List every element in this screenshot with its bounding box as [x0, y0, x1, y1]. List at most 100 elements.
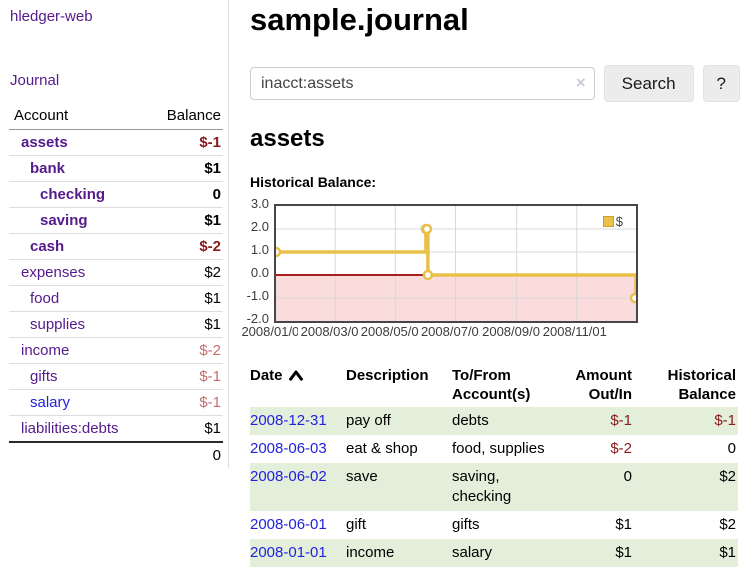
transaction-balance: 0 — [727, 440, 736, 457]
transaction-description: pay off — [346, 412, 391, 429]
transaction-row: 2008-06-03 eat & shop food, supplies $-2 0 — [250, 435, 738, 463]
account-row: salary $-1 — [9, 389, 223, 416]
account-row: food $1 — [9, 285, 223, 312]
x-axis-tick-label: 2008/01/01 — [239, 324, 309, 339]
transaction-accounts: saving, checking — [452, 468, 512, 505]
account-link-bank[interactable]: bank — [30, 160, 66, 177]
transaction-date-link[interactable]: 2008-06-03 — [250, 440, 327, 457]
chart-legend: $ — [602, 214, 623, 229]
register-column-header[interactable]: Description — [346, 367, 429, 384]
transaction-description: save — [346, 468, 378, 485]
account-row: supplies $1 — [9, 311, 223, 338]
x-axis-tick-label: 2008/05/01 — [358, 324, 429, 339]
transaction-balance: $2 — [719, 468, 736, 485]
clear-search-icon[interactable]: × — [575, 73, 586, 92]
y-axis-tick-label: 2.0 — [250, 219, 269, 234]
historical-balance-chart: $ 3.0 2.0 1.0 0.0 -1.0 -2.0 2008/01/01 2008/03… — [239, 197, 740, 343]
account-row: checking 0 — [9, 181, 223, 208]
transaction-date-link[interactable]: 2008-01-01 — [250, 544, 327, 561]
chart-plot-area: $ — [274, 204, 638, 323]
account-link-assets[interactable]: assets — [21, 134, 68, 151]
register-column-header[interactable]: To/From Account(s) — [452, 367, 531, 403]
chart-title: Historical Balance: — [250, 174, 377, 190]
y-axis-tick-label: 0.0 — [250, 265, 269, 280]
accounts-table: Account Balance assets $-1 bank $1 checking 0… — [9, 104, 223, 468]
transaction-row: 2008-01-01 income salary $1 $1 — [250, 539, 738, 567]
transaction-amount: $1 — [615, 544, 632, 561]
transaction-row: 2008-12-31 pay off debts $-1 $-1 — [250, 407, 738, 435]
account-balance: $1 — [146, 311, 223, 338]
x-axis-tick-label: 2008/11/01 — [539, 324, 610, 339]
x-axis-tick-label: 2008/09/01 — [479, 324, 550, 339]
account-balance: $-1 — [199, 134, 221, 151]
transaction-row: 2008-06-01 gift gifts $1 $2 — [250, 511, 738, 539]
transaction-balance: $-1 — [714, 412, 736, 429]
legend-label: $ — [615, 214, 623, 229]
account-link-liabilities-debts[interactable]: liabilities:debts — [21, 420, 119, 437]
accounts-header-account: Account — [9, 104, 147, 130]
account-row: assets $-1 — [9, 130, 223, 156]
search-input[interactable] — [250, 67, 595, 100]
account-balance: $-2 — [146, 233, 223, 260]
sidebar-item-journal[interactable]: Journal — [10, 72, 60, 89]
register-column-header[interactable]: Date — [250, 364, 346, 407]
transaction-amount: $-2 — [610, 440, 632, 457]
x-axis-tick-label: 2008/03/01 — [298, 324, 369, 339]
transaction-accounts: gifts — [452, 516, 480, 533]
app-title-link[interactable]: hledger-web — [10, 8, 93, 25]
search-input-wrapper: × — [250, 67, 595, 100]
register-table: Date Description To/From Account(s) Amount … — [250, 364, 738, 567]
account-row: liabilities:debts $1 — [9, 415, 223, 442]
account-balance: $-1 — [146, 363, 223, 390]
accounts-total-row: 0 — [9, 441, 223, 468]
account-link-cash[interactable]: cash — [30, 238, 65, 255]
account-link-checking[interactable]: checking — [40, 186, 106, 203]
accounts-header-row: Account Balance — [9, 104, 223, 130]
transaction-amount: 0 — [623, 468, 632, 485]
account-link-income[interactable]: income — [21, 342, 70, 359]
account-balance: $2 — [146, 259, 223, 286]
y-axis-tick-label: 3.0 — [250, 196, 269, 211]
search-form: × Search ? — [250, 65, 740, 102]
transaction-description: eat & shop — [346, 440, 418, 457]
page-title: sample.journal — [250, 2, 469, 37]
account-row: bank $1 — [9, 155, 223, 182]
transaction-description: income — [346, 544, 395, 561]
register-header-row: Date Description To/From Account(s) Amount … — [250, 364, 738, 407]
transaction-balance: $2 — [719, 516, 736, 533]
transaction-amount: $1 — [615, 516, 632, 533]
help-button[interactable]: ? — [702, 65, 740, 102]
account-link-salary[interactable]: salary — [30, 394, 71, 411]
transaction-accounts: debts — [452, 412, 489, 429]
x-axis-tick-label: 2008/07/01 — [418, 324, 489, 339]
account-row: saving $1 — [9, 207, 223, 234]
transaction-accounts: salary — [452, 544, 493, 561]
transaction-description: gift — [346, 516, 367, 533]
account-link-saving[interactable]: saving — [40, 212, 88, 229]
y-axis-tick-label: -1.0 — [246, 288, 269, 303]
accounts-header-balance: Balance — [146, 104, 223, 130]
y-axis-tick-label: 1.0 — [250, 242, 269, 257]
register-column-header[interactable]: Historical Balance — [667, 367, 736, 403]
search-button[interactable]: Search — [603, 65, 694, 102]
legend-swatch-icon — [602, 216, 614, 227]
account-balance: $1 — [146, 207, 223, 234]
account-row: cash $-2 — [9, 233, 223, 260]
column-header-label: Date — [250, 367, 283, 384]
account-balance: $1 — [146, 285, 223, 312]
transaction-row: 2008-06-02 save saving, checking 0 $2 — [250, 463, 738, 511]
accounts-total-balance: 0 — [146, 441, 223, 468]
chart-canvas — [276, 206, 636, 321]
main-content: sample.journal × Search ? assets Histori… — [239, 0, 740, 567]
account-link-food[interactable]: food — [30, 290, 60, 307]
transaction-date-link[interactable]: 2008-06-02 — [250, 468, 327, 485]
y-axis-tick-label: -2.0 — [246, 311, 269, 326]
register-column-header[interactable]: Amount Out/In — [575, 367, 632, 403]
account-row: expenses $2 — [9, 259, 223, 286]
transaction-accounts: food, supplies — [452, 440, 545, 457]
account-link-gifts[interactable]: gifts — [30, 368, 58, 385]
transaction-date-link[interactable]: 2008-06-01 — [250, 516, 327, 533]
transaction-date-link[interactable]: 2008-12-31 — [250, 412, 327, 429]
account-link-expenses[interactable]: expenses — [21, 264, 86, 281]
account-link-supplies[interactable]: supplies — [30, 316, 86, 333]
